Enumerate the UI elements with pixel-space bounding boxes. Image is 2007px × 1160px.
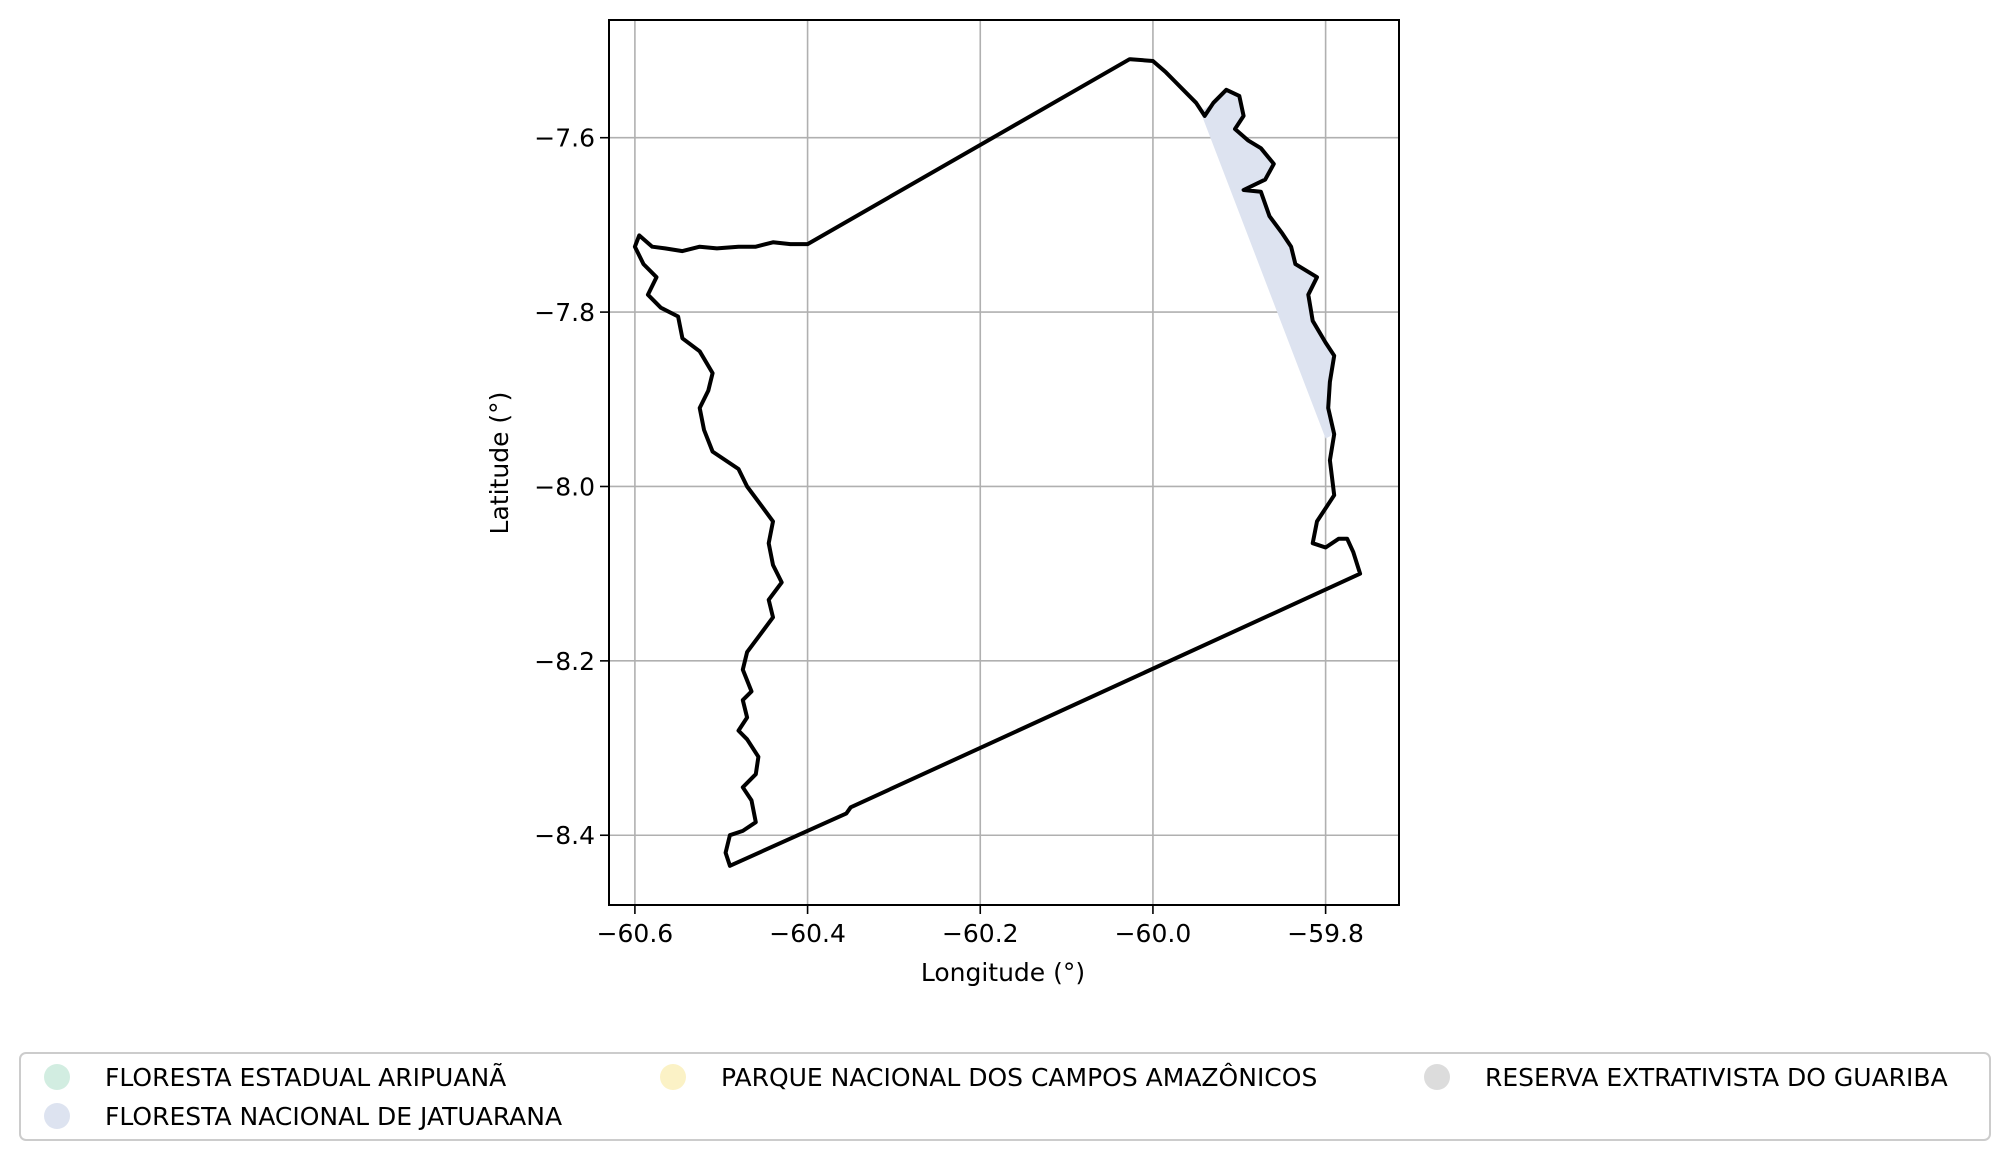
protected-area-polygon [1200, 89, 1335, 439]
plot-frame [608, 19, 1400, 906]
legend-marker [44, 1103, 70, 1129]
y-tick-label: −8.0 [534, 472, 595, 501]
legend-item: RESERVA EXTRATIVISTA DO GUARIBA [1424, 1063, 1948, 1092]
legend-frame [19, 1052, 1991, 1141]
legend-items: FLORESTA ESTADUAL ARIPUANÃ FLORESTA NACIO… [44, 1062, 1948, 1131]
boundary-polygon [632, 57, 1363, 868]
plot-area: −60.6 −60.4 −60.2 −60.0 −59.8 −7.6 −7.8 −8.0 −8… [534, 19, 1400, 948]
legend-item: PARQUE NACIONAL DOS CAMPOS AMAZÔNICOS [660, 1062, 1317, 1092]
x-axis-label: Longitude (°) [921, 958, 1085, 987]
x-tick-label: −60.4 [769, 919, 846, 948]
legend-label: RESERVA EXTRATIVISTA DO GUARIBA [1485, 1063, 1948, 1092]
legend-marker [44, 1064, 70, 1090]
legend-marker [660, 1064, 686, 1090]
legend-item: FLORESTA ESTADUAL ARIPUANÃ [44, 1062, 506, 1092]
y-axis-label: Latitude (°) [485, 392, 514, 535]
legend-marker [1424, 1064, 1450, 1090]
x-tick-label: −60.0 [1115, 919, 1192, 948]
y-tick-label: −7.6 [534, 124, 595, 153]
grid-lines [609, 20, 1399, 905]
x-tick-label: −59.8 [1287, 919, 1364, 948]
y-tick-label: −7.8 [534, 298, 595, 327]
y-tick-label: −8.4 [534, 821, 595, 850]
legend-label: FLORESTA NACIONAL DE JATUARANA [105, 1102, 562, 1131]
legend-item: FLORESTA NACIONAL DE JATUARANA [44, 1102, 562, 1131]
x-axis-ticks: −60.6 −60.4 −60.2 −60.0 −59.8 [597, 905, 1364, 948]
x-tick-label: −60.2 [942, 919, 1019, 948]
legend-label: PARQUE NACIONAL DOS CAMPOS AMAZÔNICOS [721, 1062, 1317, 1092]
y-axis-ticks: −7.6 −7.8 −8.0 −8.2 −8.4 [534, 124, 609, 850]
legend-label: FLORESTA ESTADUAL ARIPUANÃ [105, 1062, 506, 1092]
boundary-outline [632, 57, 1363, 868]
y-tick-label: −8.2 [534, 647, 595, 676]
x-tick-label: −60.6 [597, 919, 674, 948]
protected-area-fills [1200, 89, 1335, 439]
legend: FLORESTA ESTADUAL ARIPUANÃ FLORESTA NACIO… [19, 1052, 1991, 1141]
